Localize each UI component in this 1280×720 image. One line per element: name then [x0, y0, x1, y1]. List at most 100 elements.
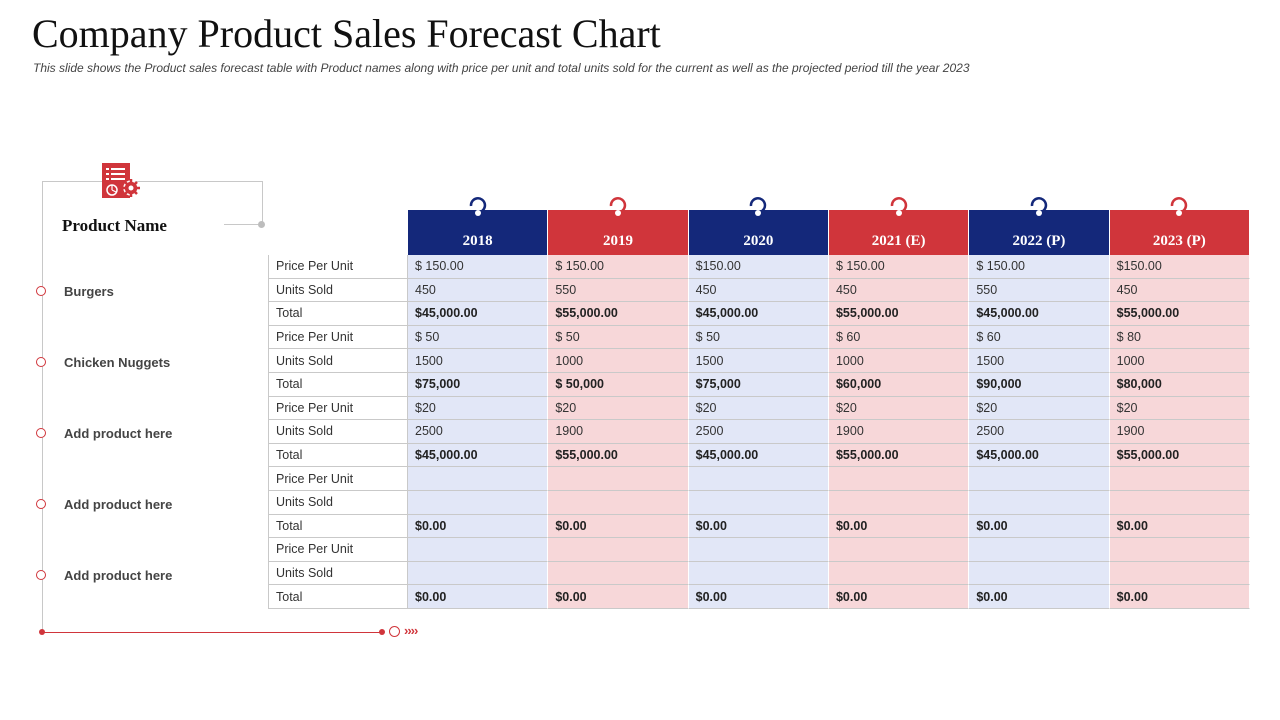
- table-cell: [828, 538, 970, 562]
- table-cell: 450: [408, 278, 549, 303]
- timeline-start-dot: [39, 629, 45, 635]
- table-cell: $0.00: [1109, 514, 1250, 539]
- row-label: Units Sold: [268, 278, 408, 303]
- table-row: Total $0.00 $0.00 $0.00 $0.00 $0.00 $0.00: [268, 514, 1250, 539]
- forecast-table: Price Per Unit $ 150.00 $ 150.00 $150.00 $ 1…: [268, 255, 1250, 609]
- table-cell: $45,000.00: [688, 302, 829, 326]
- year-label: 2023 (P): [1152, 233, 1206, 249]
- table-cell: $75,000: [688, 372, 829, 397]
- table-cell: $55,000.00: [1109, 302, 1250, 326]
- year-label: 2018: [462, 233, 493, 249]
- table-row: Price Per Unit $20 $20 $20 $20 $20 $20: [268, 396, 1250, 421]
- product-name: Burgers: [64, 283, 114, 299]
- hook-icon: [1030, 197, 1048, 216]
- table-row: Units Sold 1500 1000 1500 1000 1500 1000: [268, 349, 1250, 373]
- product-marker: [36, 428, 46, 438]
- product-name-dot: [258, 221, 265, 228]
- table-row: Total $45,000.00 $55,000.00 $45,000.00 $55,0…: [268, 302, 1250, 326]
- table-cell: $ 50: [408, 325, 549, 350]
- table-cell: $45,000.00: [408, 443, 549, 468]
- table-cell: $0.00: [408, 585, 549, 609]
- year-header: 2023 (P): [1109, 197, 1250, 255]
- table-cell: $0.00: [688, 585, 829, 609]
- table-row: Units Sold: [268, 561, 1250, 586]
- table-cell: $0.00: [688, 514, 829, 539]
- row-label: Units Sold: [268, 349, 408, 373]
- table-cell: [1109, 538, 1250, 562]
- table-row: Total $75,000 $ 50,000 $75,000 $60,000 $90,00…: [268, 372, 1250, 397]
- table-cell: [969, 467, 1110, 491]
- table-row: Units Sold: [268, 490, 1250, 515]
- table-cell: $ 150.00: [548, 255, 689, 279]
- year-header: 2019: [548, 197, 689, 255]
- table-cell: $0.00: [828, 514, 970, 539]
- row-label: Price Per Unit: [268, 325, 408, 350]
- table-cell: [688, 538, 829, 562]
- row-label: Units Sold: [268, 420, 408, 444]
- page-title: Company Product Sales Forecast Chart: [32, 11, 661, 56]
- table-cell: $0.00: [969, 585, 1110, 609]
- product-item: Burgers: [36, 282, 114, 300]
- table-cell: $0.00: [1109, 585, 1250, 609]
- product-marker: [36, 499, 46, 509]
- table-cell: $ 60: [969, 325, 1110, 350]
- year-header: 2020: [688, 197, 829, 255]
- table-cell: $55,000.00: [828, 443, 970, 468]
- table-cell: $0.00: [548, 585, 689, 609]
- product-item: Add product here: [36, 566, 172, 584]
- table-row: Units Sold 450 550 450 450 550 450: [268, 278, 1250, 303]
- table-cell: [1109, 490, 1250, 515]
- table-cell: [548, 467, 689, 491]
- table-row: Total $0.00 $0.00 $0.00 $0.00 $0.00 $0.00: [268, 585, 1250, 609]
- year-label: 2019: [602, 233, 633, 249]
- hook-icon: [609, 197, 627, 216]
- table-cell: $ 150.00: [408, 255, 549, 279]
- table-cell: [828, 561, 970, 586]
- table-cell: 1000: [548, 349, 689, 373]
- table-cell: $20: [1109, 396, 1250, 421]
- table-cell: [1109, 467, 1250, 491]
- table-cell: [688, 490, 829, 515]
- row-label: Price Per Unit: [268, 396, 408, 421]
- table-cell: 2500: [408, 420, 549, 444]
- product-name: Add product here: [64, 425, 173, 441]
- row-label: Units Sold: [268, 490, 408, 515]
- row-label: Price Per Unit: [268, 538, 408, 562]
- table-cell: [688, 467, 829, 491]
- product-item: Add product here: [36, 424, 172, 442]
- table-cell: [688, 561, 829, 586]
- year-label: 2020: [743, 233, 774, 249]
- row-label: Total: [268, 443, 408, 468]
- table-cell: $45,000.00: [969, 302, 1110, 326]
- row-label: Total: [268, 585, 408, 609]
- row-label: Price Per Unit: [268, 467, 408, 491]
- product-name: Add product here: [64, 567, 173, 583]
- product-marker: [36, 357, 46, 367]
- table-cell: $150.00: [688, 255, 829, 279]
- table-cell: [969, 561, 1110, 586]
- year-header: 2018: [408, 197, 549, 255]
- table-cell: 1000: [1109, 349, 1250, 373]
- table-cell: 2500: [969, 420, 1110, 444]
- table-cell: $ 60: [828, 325, 970, 350]
- table-cell: $20: [969, 396, 1110, 421]
- table-cell: 450: [688, 278, 829, 303]
- product-name-header: Product Name: [62, 216, 167, 235]
- hook-icon: [750, 197, 767, 216]
- year-header-row: 2018 2019 2020 2021 (E) 2022 (P) 2023 (P…: [408, 197, 1250, 255]
- table-row: Price Per Unit: [268, 538, 1250, 562]
- table-cell: $ 50,000: [548, 372, 689, 397]
- table-cell: $90,000: [969, 372, 1110, 397]
- table-cell: $55,000.00: [548, 302, 689, 326]
- table-cell: [408, 467, 549, 491]
- row-label: Total: [268, 372, 408, 397]
- year-header: 2022 (P): [969, 197, 1110, 255]
- table-cell: [548, 490, 689, 515]
- table-row: Price Per Unit $ 150.00 $ 150.00 $150.00 $ 1…: [268, 255, 1250, 279]
- table-cell: [408, 490, 549, 515]
- row-label: Total: [268, 514, 408, 539]
- chevron-right-icon: ››››: [404, 623, 418, 638]
- frame-right-line: [262, 181, 263, 225]
- table-cell: $45,000.00: [688, 443, 829, 468]
- product-name: Chicken Nuggets: [64, 354, 171, 370]
